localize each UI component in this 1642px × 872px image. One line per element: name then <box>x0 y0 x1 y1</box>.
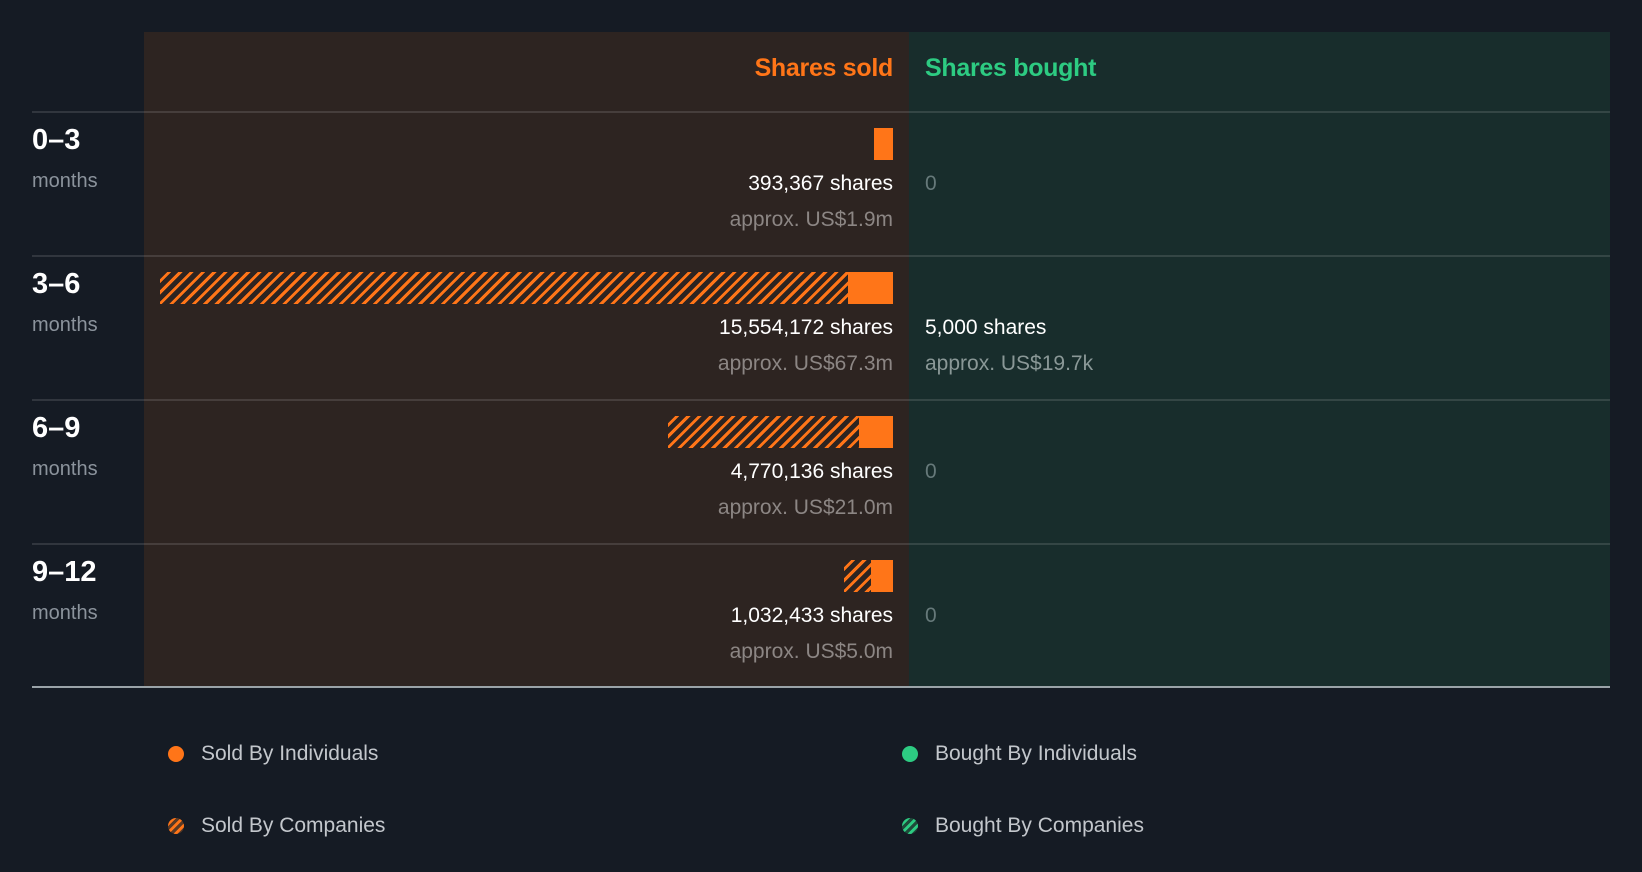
hatched-green-dot-icon <box>902 818 918 834</box>
legend-bought-by-companies[interactable]: Bought By Companies <box>902 814 1144 838</box>
sold-bar[interactable] <box>874 128 893 160</box>
sold-value: approx. US$5.0m <box>729 640 893 663</box>
row-divider <box>32 399 1610 401</box>
sold-by-individuals-bar[interactable] <box>848 272 893 304</box>
legend-label: Sold By Individuals <box>201 742 379 765</box>
shares-sold-header: Shares sold <box>754 54 894 82</box>
sold-by-individuals-bar[interactable] <box>859 416 893 448</box>
period-unit: months <box>32 602 98 624</box>
period-label: 0–3 <box>32 124 81 156</box>
solid-green-dot-icon <box>902 746 918 762</box>
sold-shares-count: 15,554,172 shares <box>719 316 893 339</box>
sold-value: approx. US$1.9m <box>729 208 893 231</box>
sold-by-companies-bar[interactable] <box>160 272 848 304</box>
sold-by-individuals-bar[interactable] <box>871 560 893 592</box>
row-divider <box>32 543 1610 545</box>
period-row-9-12: 9–12 months 1,032,433 shares approx. US$… <box>0 544 1642 688</box>
sold-shares-count: 1,032,433 shares <box>730 604 893 627</box>
row-divider <box>32 255 1610 257</box>
period-label: 3–6 <box>32 268 81 300</box>
header-divider <box>32 111 1610 113</box>
legend-label: Sold By Companies <box>201 814 386 837</box>
shares-bought-panel <box>909 32 1610 687</box>
shares-bought-header: Shares bought <box>925 54 1097 82</box>
hatched-orange-dot-icon <box>168 818 184 834</box>
period-label: 9–12 <box>32 556 97 588</box>
sold-by-companies-bar[interactable] <box>844 560 871 592</box>
shares-sold-panel <box>144 32 909 687</box>
period-row-0-3: 0–3 months 393,367 shares approx. US$1.9… <box>0 112 1642 256</box>
legend-sold-by-individuals[interactable]: Sold By Individuals <box>168 742 378 766</box>
sold-by-individuals-bar[interactable] <box>874 128 893 160</box>
period-unit: months <box>32 314 98 336</box>
period-unit: months <box>32 458 98 480</box>
sold-shares-count: 393,367 shares <box>748 172 893 195</box>
solid-orange-dot-icon <box>168 746 184 762</box>
sold-value: approx. US$21.0m <box>717 496 893 519</box>
bought-shares-count: 0 <box>925 460 937 483</box>
sold-bar[interactable] <box>844 560 893 592</box>
sold-bar[interactable] <box>668 416 893 448</box>
chart-baseline <box>32 686 1610 688</box>
sold-shares-count: 4,770,136 shares <box>730 460 893 483</box>
sold-value: approx. US$67.3m <box>717 352 893 375</box>
bought-shares-count: 5,000 shares <box>925 316 1047 339</box>
legend-sold-by-companies[interactable]: Sold By Companies <box>168 814 385 838</box>
sold-by-companies-bar[interactable] <box>668 416 859 448</box>
period-row-6-9: 6–9 months 4,770,136 shares approx. US$2… <box>0 400 1642 544</box>
period-label: 6–9 <box>32 412 81 444</box>
bought-shares-count: 0 <box>925 604 937 627</box>
period-row-3-6: 3–6 months 15,554,172 shares approx. US$… <box>0 256 1642 400</box>
bought-value: approx. US$19.7k <box>925 352 1094 375</box>
legend-label: Bought By Individuals <box>935 742 1137 765</box>
legend-bought-by-individuals[interactable]: Bought By Individuals <box>902 742 1137 766</box>
sold-bar[interactable] <box>160 272 893 304</box>
bought-shares-count: 0 <box>925 172 937 195</box>
period-unit: months <box>32 170 98 192</box>
legend-label: Bought By Companies <box>935 814 1144 837</box>
